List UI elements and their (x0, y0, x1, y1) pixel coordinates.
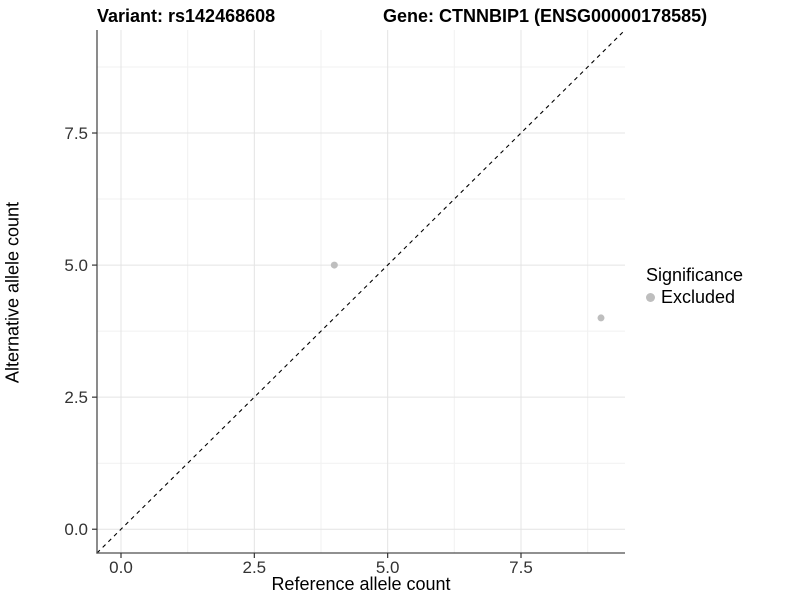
y-tick-label: 5.0 (64, 256, 88, 275)
plot-title-gene: Gene: CTNNBIP1 (ENSG00000178585) (383, 6, 708, 26)
legend: Significance Excluded (644, 264, 743, 308)
x-axis-title: Reference allele count (271, 574, 451, 594)
y-tick-label: 0.0 (64, 520, 88, 539)
x-tick-label: 7.5 (509, 558, 533, 577)
legend-item-label: Excluded (661, 287, 736, 307)
x-tick-label: 2.5 (243, 558, 267, 577)
x-tick-label: 5.0 (376, 558, 400, 577)
y-axis-title: Alternative allele count (2, 201, 23, 384)
x-tick-label: 0.0 (109, 558, 133, 577)
y-tick-label: 7.5 (64, 124, 88, 143)
legend-item-excluded: Excluded (644, 286, 743, 308)
legend-title: Significance (646, 265, 744, 285)
legend-key-dot-icon (646, 292, 655, 302)
data-point (597, 314, 605, 322)
plot-title-variant: Variant: rs142468608 (97, 6, 276, 26)
data-point (330, 261, 338, 269)
y-tick-label: 2.5 (64, 388, 88, 407)
identity-line (96, 29, 626, 554)
